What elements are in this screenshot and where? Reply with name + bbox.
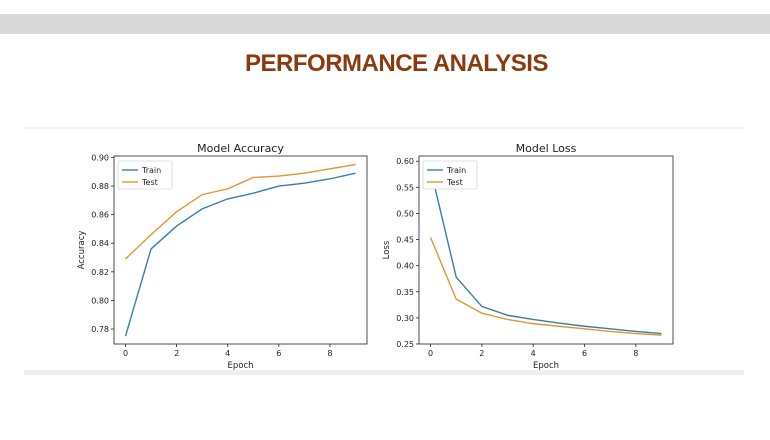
- y-tick-label: 0.88: [91, 182, 109, 191]
- legend-label-test: Test: [446, 178, 463, 187]
- series-line-train: [429, 168, 662, 335]
- legend-label-train: Train: [141, 166, 161, 175]
- chart-title: Model Accuracy: [197, 142, 284, 155]
- x-tick-label: 0: [123, 349, 128, 358]
- chart-title: Model Loss: [516, 142, 577, 155]
- series-line-test: [429, 237, 662, 336]
- chart-0: Model Accuracy 0 2 4 6 8 0.78 0.80 0.82 0.84 0.86 0…: [77, 142, 368, 371]
- y-tick-label: 0.40: [396, 262, 414, 271]
- y-tick-label: 0.82: [91, 268, 109, 277]
- plot-frame: [113, 155, 368, 345]
- x-axis-label: Epoch: [533, 361, 559, 371]
- x-tick-label: 2: [174, 349, 179, 358]
- y-tick-label: 0.55: [396, 183, 414, 192]
- x-tick-label: 4: [531, 349, 536, 358]
- plot-frame: [418, 155, 674, 345]
- y-tick-label: 0.30: [396, 314, 414, 323]
- x-axis-label: Epoch: [227, 361, 253, 371]
- x-tick-label: 8: [327, 349, 332, 358]
- y-tick-label: 0.86: [91, 211, 109, 220]
- y-tick-label: 0.60: [396, 157, 414, 166]
- page-title: PERFORMANCE ANALYSIS: [245, 50, 548, 77]
- x-tick-label: 0: [428, 349, 433, 358]
- legend-label-train: Train: [446, 166, 466, 175]
- x-tick-label: 6: [276, 349, 281, 358]
- legend-label-test: Test: [141, 178, 158, 187]
- y-tick-label: 0.80: [91, 296, 109, 305]
- y-axis-label: Loss: [382, 240, 392, 259]
- y-tick-label: 0.84: [91, 239, 109, 248]
- y-axis-label: Accuracy: [77, 231, 87, 270]
- y-tick-label: 0.35: [396, 288, 414, 297]
- x-tick-label: 4: [225, 349, 230, 358]
- y-tick-label: 0.25: [396, 340, 414, 349]
- y-tick-label: 0.90: [91, 153, 109, 162]
- chart-1: Model Loss 0 2 4 6 8 0.25 0.30 0.35 0.40 0.45 0.50 0…: [382, 142, 674, 371]
- top-banner-bar: [0, 14, 770, 34]
- series-line-test: [125, 163, 356, 260]
- series-line-train: [124, 172, 356, 337]
- y-tick-label: 0.50: [396, 209, 414, 218]
- x-tick-label: 8: [633, 349, 638, 358]
- x-tick-label: 6: [582, 349, 587, 358]
- y-tick-label: 0.78: [91, 325, 109, 334]
- panel-top-divider: [24, 127, 744, 129]
- x-tick-label: 2: [479, 349, 484, 358]
- panel-bottom-divider: [24, 370, 744, 375]
- y-tick-label: 0.45: [396, 236, 414, 245]
